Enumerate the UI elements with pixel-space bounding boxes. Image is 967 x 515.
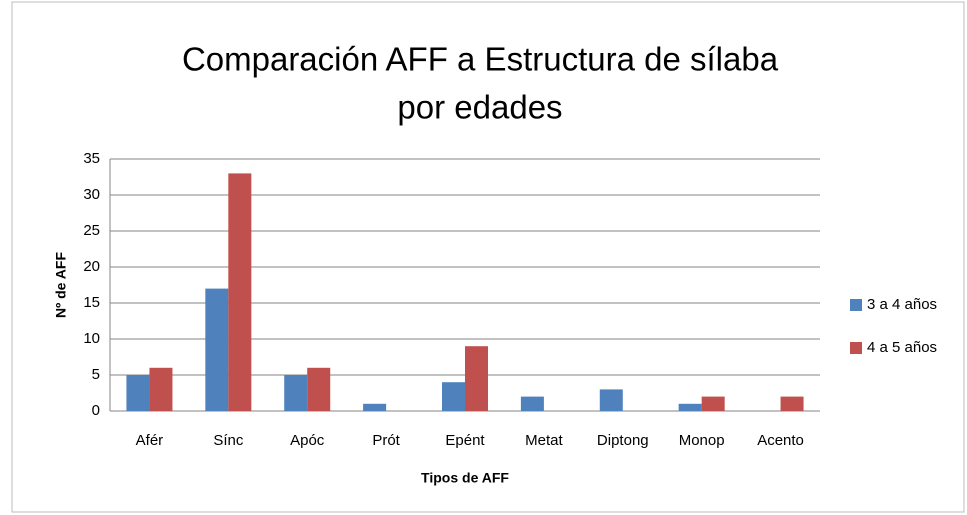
bar bbox=[149, 367, 173, 411]
bar bbox=[780, 396, 804, 411]
x-axis-label: Tipos de AFF bbox=[421, 470, 509, 486]
legend-label: 3 a 4 años bbox=[867, 296, 937, 313]
bar bbox=[284, 375, 308, 411]
bar bbox=[599, 389, 623, 411]
chart-subtitle: por edades bbox=[397, 89, 562, 126]
x-tick-label: Monop bbox=[679, 432, 725, 449]
bar bbox=[205, 288, 229, 411]
y-tick-label: 30 bbox=[83, 186, 100, 203]
chart-title: Comparación AFF a Estructura de sílaba bbox=[182, 41, 779, 78]
legend-swatch bbox=[850, 299, 862, 311]
x-tick-label: Afér bbox=[136, 432, 164, 449]
x-tick-label: Prót bbox=[372, 432, 400, 449]
chart-frame bbox=[11, 1, 965, 513]
bar bbox=[363, 403, 387, 411]
y-tick-label: 20 bbox=[83, 258, 100, 275]
x-tick-label: Sínc bbox=[213, 432, 244, 449]
x-tick-label: Acento bbox=[757, 432, 804, 449]
y-tick-label: 35 bbox=[83, 150, 100, 167]
bar bbox=[678, 403, 702, 411]
bar bbox=[307, 367, 331, 411]
y-tick-label: 0 bbox=[92, 402, 100, 419]
y-tick-label: 15 bbox=[83, 294, 100, 311]
y-tick-label: 25 bbox=[83, 222, 100, 239]
bar bbox=[442, 382, 465, 411]
y-tick-label: 5 bbox=[92, 366, 100, 383]
bar bbox=[465, 346, 488, 411]
x-tick-label: Apóc bbox=[290, 432, 325, 449]
legend-label: 4 a 5 años bbox=[867, 339, 937, 356]
bar bbox=[126, 375, 150, 411]
bar bbox=[701, 396, 725, 411]
bar bbox=[520, 396, 544, 411]
y-axis-label: Nº de AFF bbox=[53, 252, 69, 318]
legend-swatch bbox=[850, 342, 862, 354]
x-tick-label: Diptong bbox=[597, 432, 649, 449]
x-tick-label: Epént bbox=[445, 432, 485, 449]
y-tick-label: 10 bbox=[83, 330, 100, 347]
x-tick-label: Metat bbox=[525, 432, 563, 449]
bar bbox=[228, 173, 252, 411]
